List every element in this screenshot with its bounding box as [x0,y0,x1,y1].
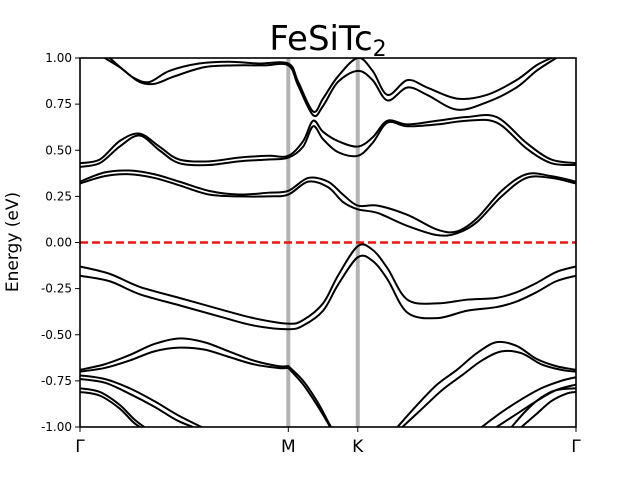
y-tick-label: 0.75 [45,97,72,111]
band-line-20 [80,118,576,168]
band-line-13 [480,376,576,427]
x-tick-label: Γ [75,437,85,457]
band-line-7 [80,374,204,427]
y-tick-label: -1.00 [41,420,72,434]
band-line-22 [108,58,558,117]
y-tick-label: 1.00 [45,51,72,65]
y-axis-label: Energy (eV) [3,192,23,292]
y-tick-label: -0.25 [41,282,72,296]
band-line-16 [520,390,576,427]
y-tick-label: -0.75 [41,374,72,388]
chart-title-subscript: 2 [373,37,387,62]
y-axis-ticks: -1.00 -0.75 -0.50 -0.25 0.00 0.25 0.50 0.75 1.00 [41,51,80,434]
chart-title-main: FeSiTc [269,19,372,59]
band-line-19 [80,113,576,165]
band-line-15 [510,387,576,427]
band-line-9 [80,387,146,427]
y-tick-label: 0.25 [45,189,72,203]
x-tick-label: Γ [571,437,581,457]
band-line-6 [287,366,332,427]
y-tick-label: -0.50 [41,328,72,342]
band-line-3 [80,337,290,371]
band-line-17 [80,169,576,234]
band-lines [80,58,576,427]
band-line-1 [80,243,576,325]
band-line-21 [103,58,553,113]
band-line-8 [80,378,197,427]
band-line-4 [80,346,290,373]
band-line-12 [401,349,576,427]
band-line-11 [396,340,576,427]
x-tick-label: K [352,437,364,457]
y-tick-label: 0.50 [45,143,72,157]
chart-title: FeSiTc2 [269,19,386,62]
y-tick-label: 0.00 [45,236,72,250]
band-line-2 [80,254,576,331]
x-tick-label: M [281,437,296,457]
band-line-18 [80,173,576,237]
